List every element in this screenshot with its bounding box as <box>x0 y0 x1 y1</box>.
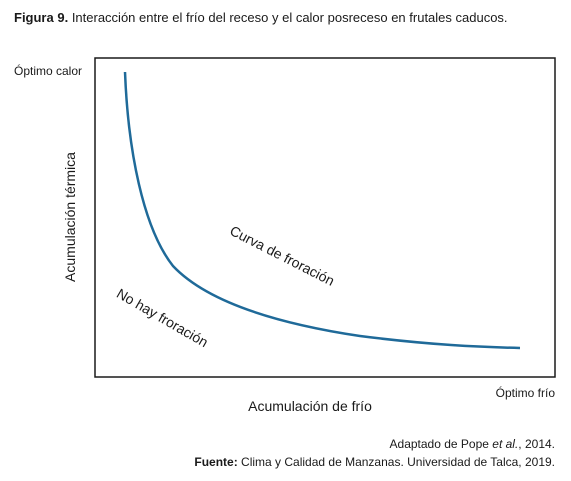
source-text: Clima y Calidad de Manzanas. Universidad… <box>241 455 555 469</box>
curve-annotation: Curva de froración <box>227 222 337 289</box>
curve <box>123 71 521 350</box>
y-axis-label: Acumulación térmica <box>62 152 78 282</box>
region-annotation: No hay froración <box>114 285 211 350</box>
adapted-italic: et al. <box>492 437 518 451</box>
y-max-label: Óptimo calor <box>14 63 82 78</box>
plot-frame <box>94 57 556 378</box>
adapted-prefix: Adaptado de Pope <box>390 437 490 451</box>
adapted-suffix: , 2014. <box>518 437 555 451</box>
x-axis-label: Acumulación de frío <box>248 398 372 414</box>
figure-label: Figura 9. <box>14 10 68 25</box>
figure-caption: Interacción entre el frío del receso y e… <box>72 10 508 25</box>
x-max-label: Óptimo frío <box>496 385 556 400</box>
source-line: Fuente: Clima y Calidad de Manzanas. Uni… <box>194 455 555 469</box>
source-label: Fuente: <box>194 455 237 469</box>
source-adapted: Adaptado de Pope et al., 2014. <box>390 437 555 451</box>
figure-title: Figura 9. Interacción entre el frío del … <box>14 10 508 25</box>
